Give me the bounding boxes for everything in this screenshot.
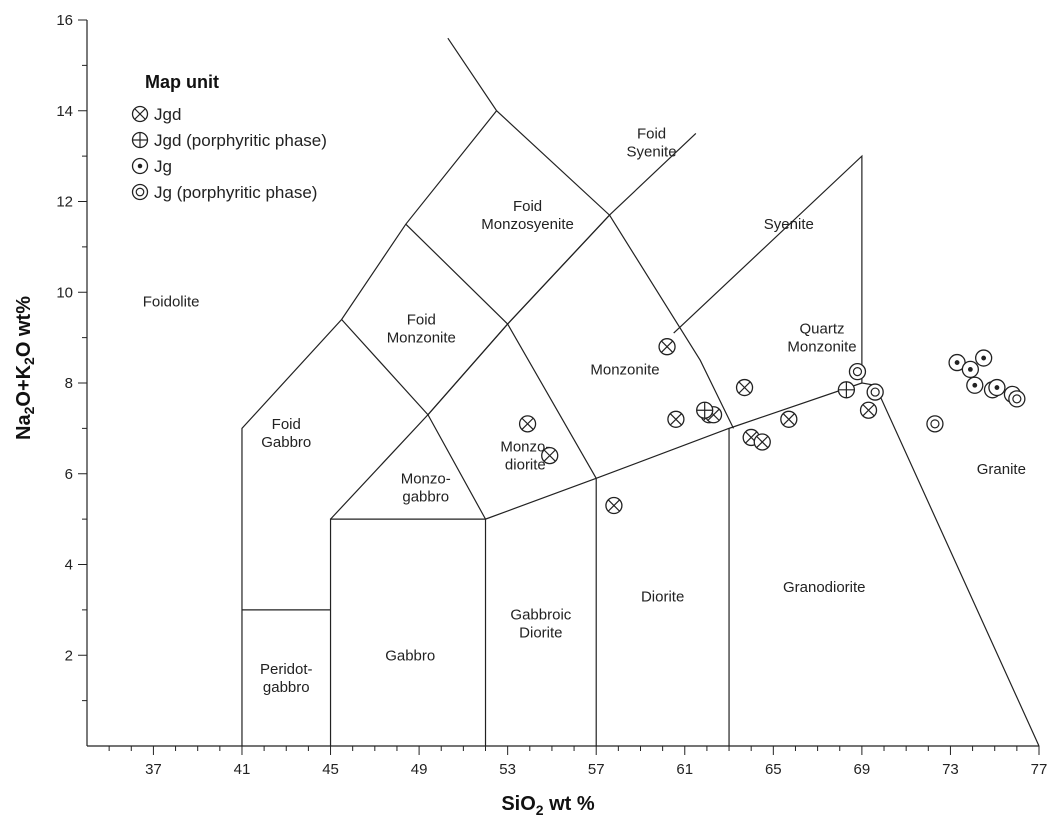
data-point bbox=[837, 381, 856, 399]
legend-marker bbox=[131, 105, 149, 123]
field-boundaries bbox=[241, 37, 1040, 747]
field-boundary bbox=[673, 154, 1040, 747]
data-point bbox=[966, 376, 984, 394]
field-label: Granodiorite bbox=[783, 579, 866, 596]
legend-marker bbox=[131, 131, 149, 149]
field-boundary bbox=[507, 323, 597, 479]
field-label: Foidolite bbox=[143, 293, 200, 310]
data-point bbox=[859, 401, 878, 419]
field-label: Syenite bbox=[764, 216, 814, 233]
y-tick-label: 16 bbox=[56, 12, 73, 29]
data-point bbox=[926, 415, 944, 433]
field-label: Diorite bbox=[641, 588, 684, 605]
field-boundary bbox=[241, 110, 498, 746]
y-tick-label: 8 bbox=[65, 375, 73, 392]
x-tick-label: 53 bbox=[499, 761, 516, 778]
data-point bbox=[988, 378, 1006, 397]
data-point bbox=[1008, 390, 1026, 408]
legend-label: Jgd bbox=[154, 105, 181, 124]
field-label: Foid Monzosyenite bbox=[481, 198, 574, 233]
data-point bbox=[605, 496, 623, 515]
field-labels: Foidolite Foid Gabbro Foid Monzonite Foid Monz… bbox=[143, 126, 1026, 696]
data-point bbox=[658, 338, 676, 356]
data-point bbox=[848, 363, 867, 381]
y-tick-label: 10 bbox=[56, 284, 73, 301]
data-point bbox=[866, 383, 884, 401]
legend-title: Map unit bbox=[145, 72, 219, 92]
field-label: Quartz Monzonite bbox=[787, 321, 856, 356]
field-label: Foid Gabbro bbox=[261, 416, 311, 451]
legend: Map unit Jgd Jgd (porphyritic phase) Jg Jg (… bbox=[131, 72, 327, 202]
legend-label: Jg bbox=[154, 157, 172, 176]
y-tick-label: 12 bbox=[56, 194, 73, 211]
y-tick-label: 14 bbox=[56, 103, 73, 120]
data-point bbox=[667, 410, 685, 428]
x-tick-label: 77 bbox=[1031, 761, 1048, 778]
x-tick-label: 61 bbox=[676, 761, 693, 778]
field-label: Peridot-gabbro bbox=[260, 661, 313, 696]
field-boundary bbox=[447, 37, 611, 325]
legend-marker bbox=[131, 183, 149, 201]
y-tick-label: 4 bbox=[65, 557, 73, 574]
x-tick-label: 69 bbox=[854, 761, 871, 778]
field-label: Granite bbox=[977, 461, 1026, 478]
y-tick-label: 2 bbox=[65, 647, 73, 664]
field-boundary bbox=[485, 382, 863, 520]
legend-label: Jg (porphyritic phase) bbox=[154, 183, 317, 202]
data-points bbox=[518, 338, 1026, 515]
data-point bbox=[975, 349, 993, 367]
x-tick-label: 37 bbox=[145, 761, 162, 778]
field-label: Foid Syenite bbox=[627, 126, 677, 161]
legend-label: Jgd (porphyritic phase) bbox=[154, 131, 327, 150]
data-point bbox=[961, 360, 980, 379]
field-boundary bbox=[427, 323, 509, 416]
field-boundary bbox=[608, 214, 735, 429]
legend-marker bbox=[131, 157, 149, 175]
field-label: Monzo-diorite bbox=[500, 439, 550, 474]
data-point bbox=[753, 433, 771, 451]
field-label: Foid Monzonite bbox=[387, 312, 456, 347]
x-tick-label: 65 bbox=[765, 761, 782, 778]
x-axis-title: SiO2 wt % bbox=[501, 793, 595, 818]
x-tick-label: 49 bbox=[411, 761, 428, 778]
axes: 37 41 45 49 53 57 61 65 69 73 77 2 4 6 8 10 12 14 16 bbox=[56, 12, 1047, 778]
field-label: Monzo-gabbro bbox=[401, 470, 451, 505]
field-boundary bbox=[507, 214, 610, 325]
field-label: Gabbro bbox=[385, 647, 435, 664]
y-axis-title: Na2O+K2O wt% bbox=[13, 296, 37, 440]
field-boundary bbox=[329, 518, 487, 746]
data-point bbox=[696, 401, 714, 419]
x-tick-label: 57 bbox=[588, 761, 605, 778]
x-tick-label: 73 bbox=[942, 761, 959, 778]
field-boundary bbox=[609, 133, 697, 216]
x-tick-label: 45 bbox=[322, 761, 339, 778]
field-label: Gabbroic Diorite bbox=[510, 606, 571, 641]
data-point bbox=[518, 415, 537, 433]
data-point bbox=[541, 446, 559, 465]
y-tick-label: 6 bbox=[65, 466, 73, 483]
field-label: Monzonite bbox=[590, 361, 659, 378]
data-point bbox=[780, 410, 798, 428]
x-tick-label: 41 bbox=[234, 761, 251, 778]
data-point bbox=[735, 378, 754, 397]
